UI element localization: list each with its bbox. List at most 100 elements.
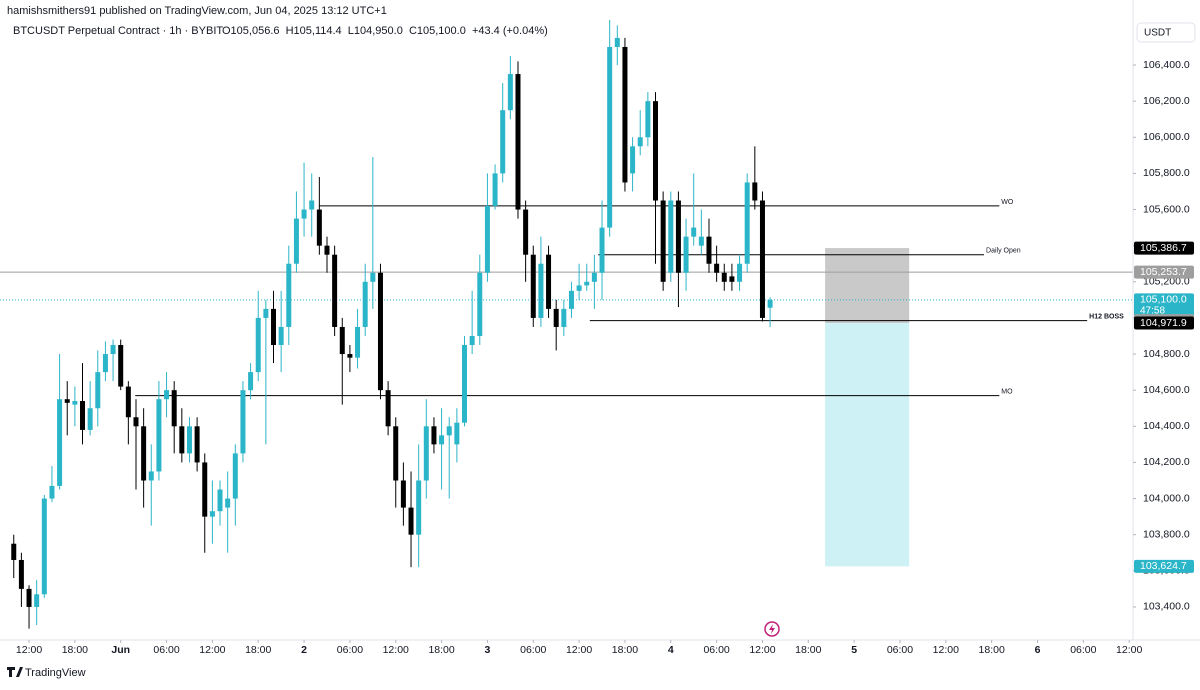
candle-body: [186, 426, 192, 454]
level-label: Daily Open: [986, 248, 1021, 255]
y-tick-label: 104,400.0: [1143, 420, 1190, 432]
candle-body: [553, 308, 559, 327]
candle-body: [729, 276, 735, 282]
candle-body: [286, 263, 292, 327]
candle-body: [691, 227, 697, 237]
candle-body: [225, 498, 231, 508]
candle-body: [248, 372, 254, 391]
candle-body: [34, 594, 40, 607]
symbol-info: BTCUSDT Perpetual Contract · 1h · BYBIT: [13, 25, 223, 37]
published-line: hamishsmithers91 published on TradingVie…: [7, 5, 387, 17]
price-label: 105,100.0: [1140, 294, 1187, 306]
candle-body: [110, 345, 116, 355]
currency-box[interactable]: [1136, 22, 1196, 43]
x-tick-label: 12:00: [16, 644, 42, 656]
candle-body: [324, 245, 330, 255]
candle-body: [614, 37, 620, 47]
y-tick-label: 106,200.0: [1143, 95, 1190, 107]
price-label-box: [1134, 265, 1194, 279]
alert-icon[interactable]: [764, 621, 780, 637]
candle-body: [362, 281, 368, 327]
x-tick-label: Jun: [111, 644, 130, 656]
x-tick-label: 18:00: [245, 644, 271, 656]
x-tick-label: 18:00: [62, 644, 88, 656]
candle-body: [385, 390, 391, 427]
candle-body: [431, 426, 437, 445]
candle-body: [202, 462, 208, 517]
candle-body: [194, 426, 200, 463]
y-tick-label: 103,800.0: [1143, 528, 1190, 540]
candle-body: [57, 399, 63, 486]
x-tick-label: 4: [668, 644, 674, 656]
candle-body: [653, 101, 659, 201]
candle-body: [622, 46, 628, 183]
candle-body: [492, 173, 498, 206]
candle-body: [744, 182, 750, 264]
candle-body: [87, 408, 93, 430]
candle-body: [11, 543, 17, 560]
candle-body: [759, 200, 765, 318]
price-axis: 103,400.0103,600.0103,800.0104,000.0104,…: [1133, 59, 1194, 613]
candle-body: [217, 489, 223, 512]
x-tick-label: 6: [1035, 644, 1041, 656]
candle-body: [698, 236, 704, 246]
candle-body: [584, 281, 590, 286]
brand: TradingView: [7, 667, 86, 679]
price-axis-panel: [1133, 0, 1200, 660]
ohlc-info: O105,056.6 H105,114.4 L104,950.0 C105,10…: [222, 25, 548, 37]
candle-body: [507, 74, 513, 111]
candle-body: [576, 285, 582, 291]
candle-body: [477, 272, 483, 336]
candle-body: [18, 559, 24, 589]
y-tick-label: 104,000.0: [1143, 492, 1190, 504]
candle-body: [561, 308, 567, 327]
candle-body: [271, 308, 277, 346]
y-tick-label: 106,000.0: [1143, 131, 1190, 143]
x-tick-label: 06:00: [520, 644, 546, 656]
candle-body: [737, 263, 743, 282]
candle-body: [660, 200, 666, 282]
candle-body: [72, 401, 78, 405]
level-label: MO: [1001, 388, 1013, 395]
candle-body: [637, 137, 643, 147]
candle-body: [591, 272, 597, 282]
candle-body: [469, 335, 475, 346]
candle-body: [538, 263, 544, 318]
candle-body: [423, 426, 429, 481]
candle-body: [49, 485, 55, 499]
level-label: WO: [1001, 199, 1014, 206]
candle-body: [599, 227, 605, 273]
x-tick-label: 12:00: [933, 644, 959, 656]
candle-body: [668, 200, 674, 273]
candle-body: [80, 401, 86, 430]
x-tick-label: 18:00: [979, 644, 1005, 656]
stop-zone: [825, 248, 910, 323]
candle-body: [209, 511, 215, 517]
candle-body: [293, 218, 299, 264]
x-tick-label: 06:00: [1070, 644, 1096, 656]
x-tick-label: 18:00: [795, 644, 821, 656]
candle-body: [148, 471, 154, 481]
candle-body: [355, 326, 361, 358]
level-label: H12 BOSS: [1089, 313, 1124, 320]
y-tick-label: 105,600.0: [1143, 203, 1190, 215]
price-label-box: [1134, 241, 1194, 255]
candle-body: [416, 480, 422, 535]
x-tick-label: 12:00: [566, 644, 592, 656]
candle-body: [714, 263, 720, 273]
y-tick-label: 106,400.0: [1143, 59, 1190, 71]
candle-body: [462, 345, 468, 423]
x-tick-label: 06:00: [887, 644, 913, 656]
x-tick-label: 12:00: [1116, 644, 1142, 656]
candle-body: [133, 417, 139, 427]
candle-body: [316, 209, 322, 246]
candle-body: [171, 390, 177, 427]
candle-body: [523, 209, 529, 255]
candle-body: [26, 588, 32, 607]
x-tick-label: 18:00: [428, 644, 454, 656]
candle-body: [446, 426, 452, 436]
y-tick-label: 105,800.0: [1143, 167, 1190, 179]
x-tick-label: 12:00: [383, 644, 409, 656]
candle-body: [102, 354, 108, 373]
candle-body: [339, 326, 345, 355]
